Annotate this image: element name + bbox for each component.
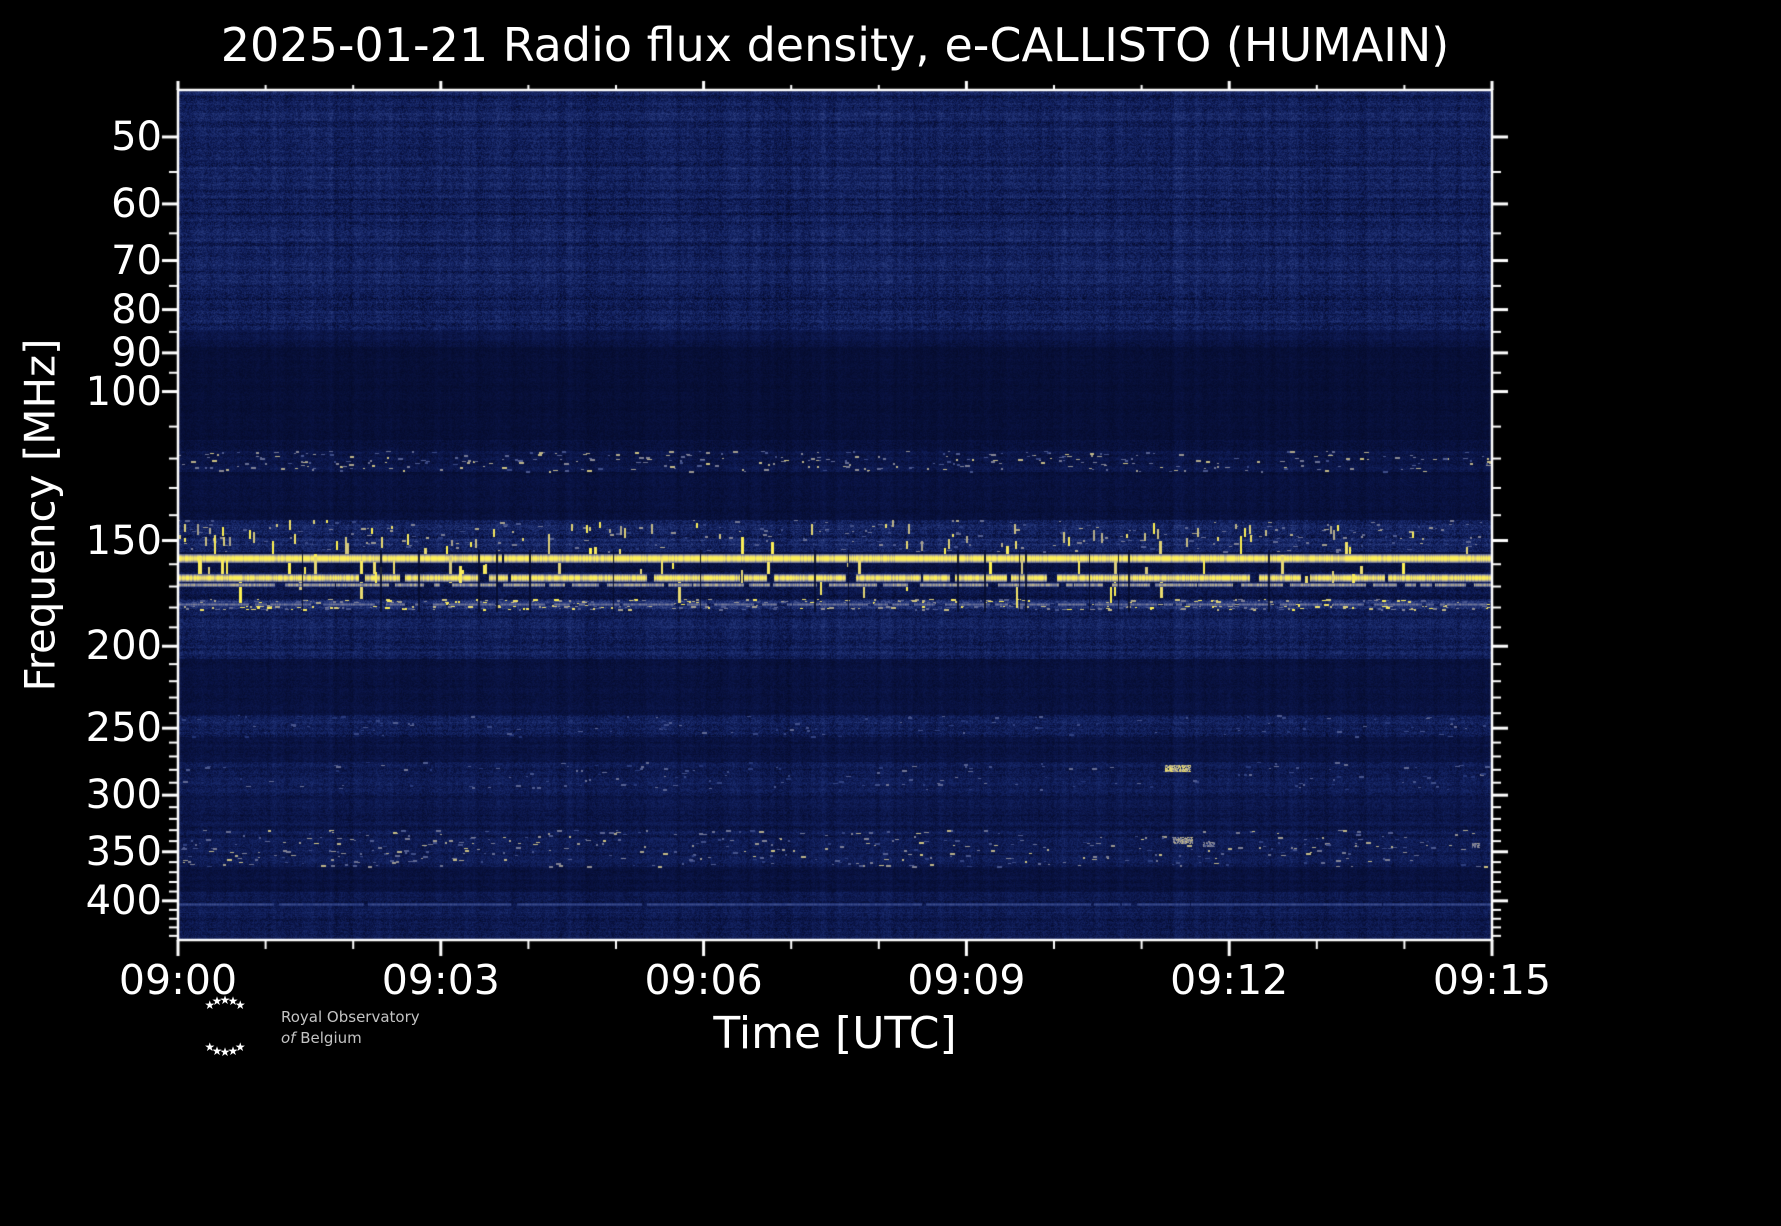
- x-axis-title: Time [UTC]: [713, 1008, 957, 1059]
- logo-line1: Royal Observatory: [281, 1008, 420, 1026]
- star-icon: ★: [227, 1043, 239, 1058]
- x-tick-label: 09:00: [118, 956, 238, 1004]
- rob-logo: ★ ★ ★ ★ ★ ★ ★ ★ ★ ★ Royal Observatory of Belgium: [183, 993, 420, 1060]
- star-icon: ★: [219, 1045, 231, 1059]
- x-tick-label: 09:15: [1432, 956, 1552, 1004]
- y-tick-label: 50: [111, 113, 162, 160]
- rob-logo-text: Royal Observatory of Belgium: [281, 1007, 420, 1049]
- star-icon: ★: [234, 997, 246, 1012]
- logo-line2-of: of: [281, 1029, 296, 1047]
- chart-title: 2025-01-21 Radio flux density, e-CALLIST…: [220, 18, 1450, 72]
- y-tick-label: 80: [111, 286, 162, 333]
- x-tick-label: 09:09: [907, 956, 1026, 1004]
- rob-logo-stars-icon: ★ ★ ★ ★ ★ ★ ★ ★ ★ ★: [183, 993, 267, 1060]
- x-tick-label: 09:06: [644, 956, 763, 1004]
- y-tick-label: 70: [111, 237, 162, 284]
- star-icon: ★: [211, 1043, 223, 1058]
- y-tick-label: 200: [85, 623, 162, 670]
- star-icon: ★: [227, 994, 239, 1009]
- y-tick-label: 250: [85, 705, 162, 752]
- y-tick-label: 300: [85, 772, 162, 819]
- y-tick-label: 100: [85, 368, 162, 415]
- x-tick-label: 09:12: [1170, 956, 1289, 1004]
- y-tick-label: 60: [111, 180, 162, 227]
- star-icon: ★: [204, 1040, 216, 1055]
- y-tick-label: 350: [85, 828, 162, 875]
- x-tick-label: 09:03: [381, 956, 500, 1004]
- star-icon: ★: [219, 993, 231, 1007]
- y-tick-label: 400: [85, 877, 162, 924]
- star-icon: ★: [211, 994, 223, 1009]
- y-tick-label: 90: [111, 329, 162, 376]
- logo-line2: Belgium: [300, 1029, 362, 1047]
- star-icon: ★: [204, 997, 216, 1012]
- spectrogram-heatmap: [178, 90, 1492, 940]
- y-tick-label: 150: [85, 517, 162, 564]
- star-icon: ★: [234, 1040, 246, 1055]
